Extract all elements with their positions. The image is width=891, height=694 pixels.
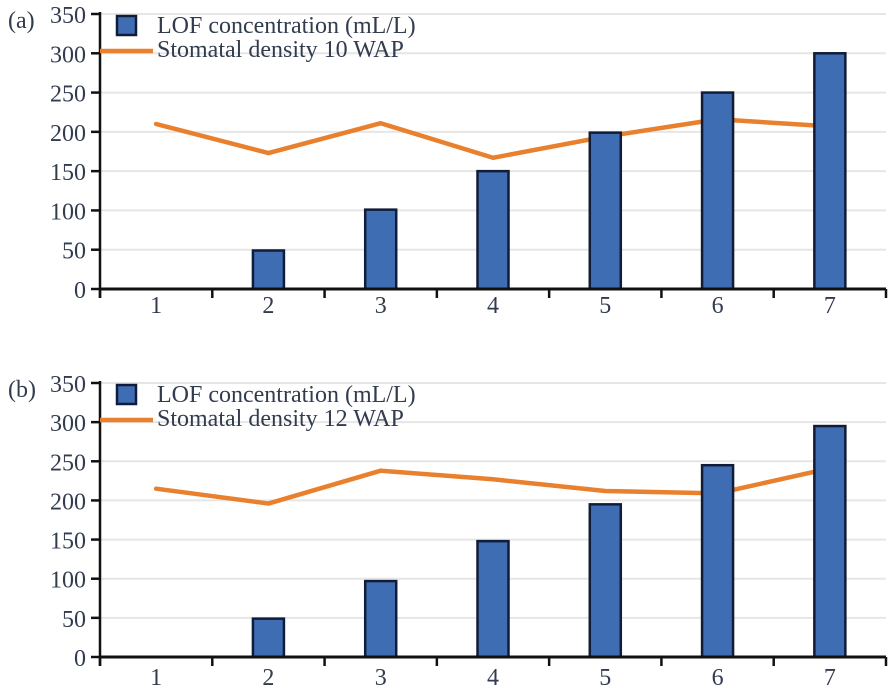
y-tick-label-150: 150 <box>50 529 86 555</box>
legend-bar-swatch <box>115 383 138 406</box>
bar-x7 <box>813 424 847 659</box>
y-tick-label-200: 200 <box>50 489 86 515</box>
legend-a: LOF concentration (mL/L)Stomatal density… <box>100 13 416 63</box>
bar-x6 <box>700 463 735 659</box>
y-tick-label-300: 300 <box>50 411 86 437</box>
legend-bar-label: LOF concentration (mL/L) <box>157 382 416 408</box>
bar-x5 <box>588 503 623 659</box>
bar-x4 <box>476 169 510 291</box>
x-tick-label-3: 3 <box>375 293 387 319</box>
legend-b: LOF concentration (mL/L)Stomatal density… <box>100 382 416 432</box>
legend-bar-label: LOF concentration (mL/L) <box>157 13 416 39</box>
x-tick-label-1: 1 <box>150 665 162 691</box>
x-tick-label-5: 5 <box>599 665 611 691</box>
bar-x6 <box>700 91 735 291</box>
x-tick-label-6: 6 <box>712 665 724 691</box>
y-tick-label-100: 100 <box>50 568 86 594</box>
legend-line-label: Stomatal density 10 WAP <box>157 37 404 63</box>
y-tick-label-350: 350 <box>50 3 86 29</box>
x-tick-label-2: 2 <box>262 665 274 691</box>
panel-label-b: (b) <box>8 377 36 403</box>
y-tick-label-50: 50 <box>62 607 86 633</box>
y-tick-label-100: 100 <box>50 199 86 225</box>
x-tick-label-7: 7 <box>824 293 836 319</box>
legend-line-label: Stomatal density 12 WAP <box>157 406 404 432</box>
y-tick-label-350: 350 <box>50 372 86 398</box>
chart-a: 0 50 100 150 200 250 300 350 1 2 3 4 5 6 7 (a) LOF conce… <box>8 3 888 319</box>
y-tick-label-0: 0 <box>74 278 86 304</box>
bar-x5 <box>588 131 623 291</box>
y-tick-label-150: 150 <box>50 160 86 186</box>
bar-x3 <box>363 208 398 291</box>
chart-b: 0 50 100 150 200 250 300 350 1 2 3 4 5 6 7 (b) LOF conce… <box>8 372 888 691</box>
x-tick-label-6: 6 <box>712 293 724 319</box>
x-tick-label-3: 3 <box>375 665 387 691</box>
x-tick-label-7: 7 <box>824 665 836 691</box>
y-tick-label-300: 300 <box>50 42 86 68</box>
bar-x7 <box>813 52 847 291</box>
bar-x4 <box>476 539 510 659</box>
bar-x3 <box>363 579 398 659</box>
x-tick-label-5: 5 <box>599 293 611 319</box>
x-tick-label-2: 2 <box>262 293 274 319</box>
y-tick-label-50: 50 <box>62 239 86 265</box>
legend-bar-swatch <box>115 14 138 37</box>
y-tick-label-0: 0 <box>74 646 86 672</box>
x-tick-label-4: 4 <box>487 293 499 319</box>
y-tick-label-250: 250 <box>50 82 86 108</box>
y-tick-label-200: 200 <box>50 121 86 147</box>
y-tick-label-250: 250 <box>50 450 86 476</box>
x-tick-label-1: 1 <box>150 293 162 319</box>
x-tick-label-4: 4 <box>487 665 499 691</box>
bar-x2 <box>251 249 286 291</box>
panel-label-a: (a) <box>8 8 35 34</box>
bar-x2 <box>251 617 286 659</box>
